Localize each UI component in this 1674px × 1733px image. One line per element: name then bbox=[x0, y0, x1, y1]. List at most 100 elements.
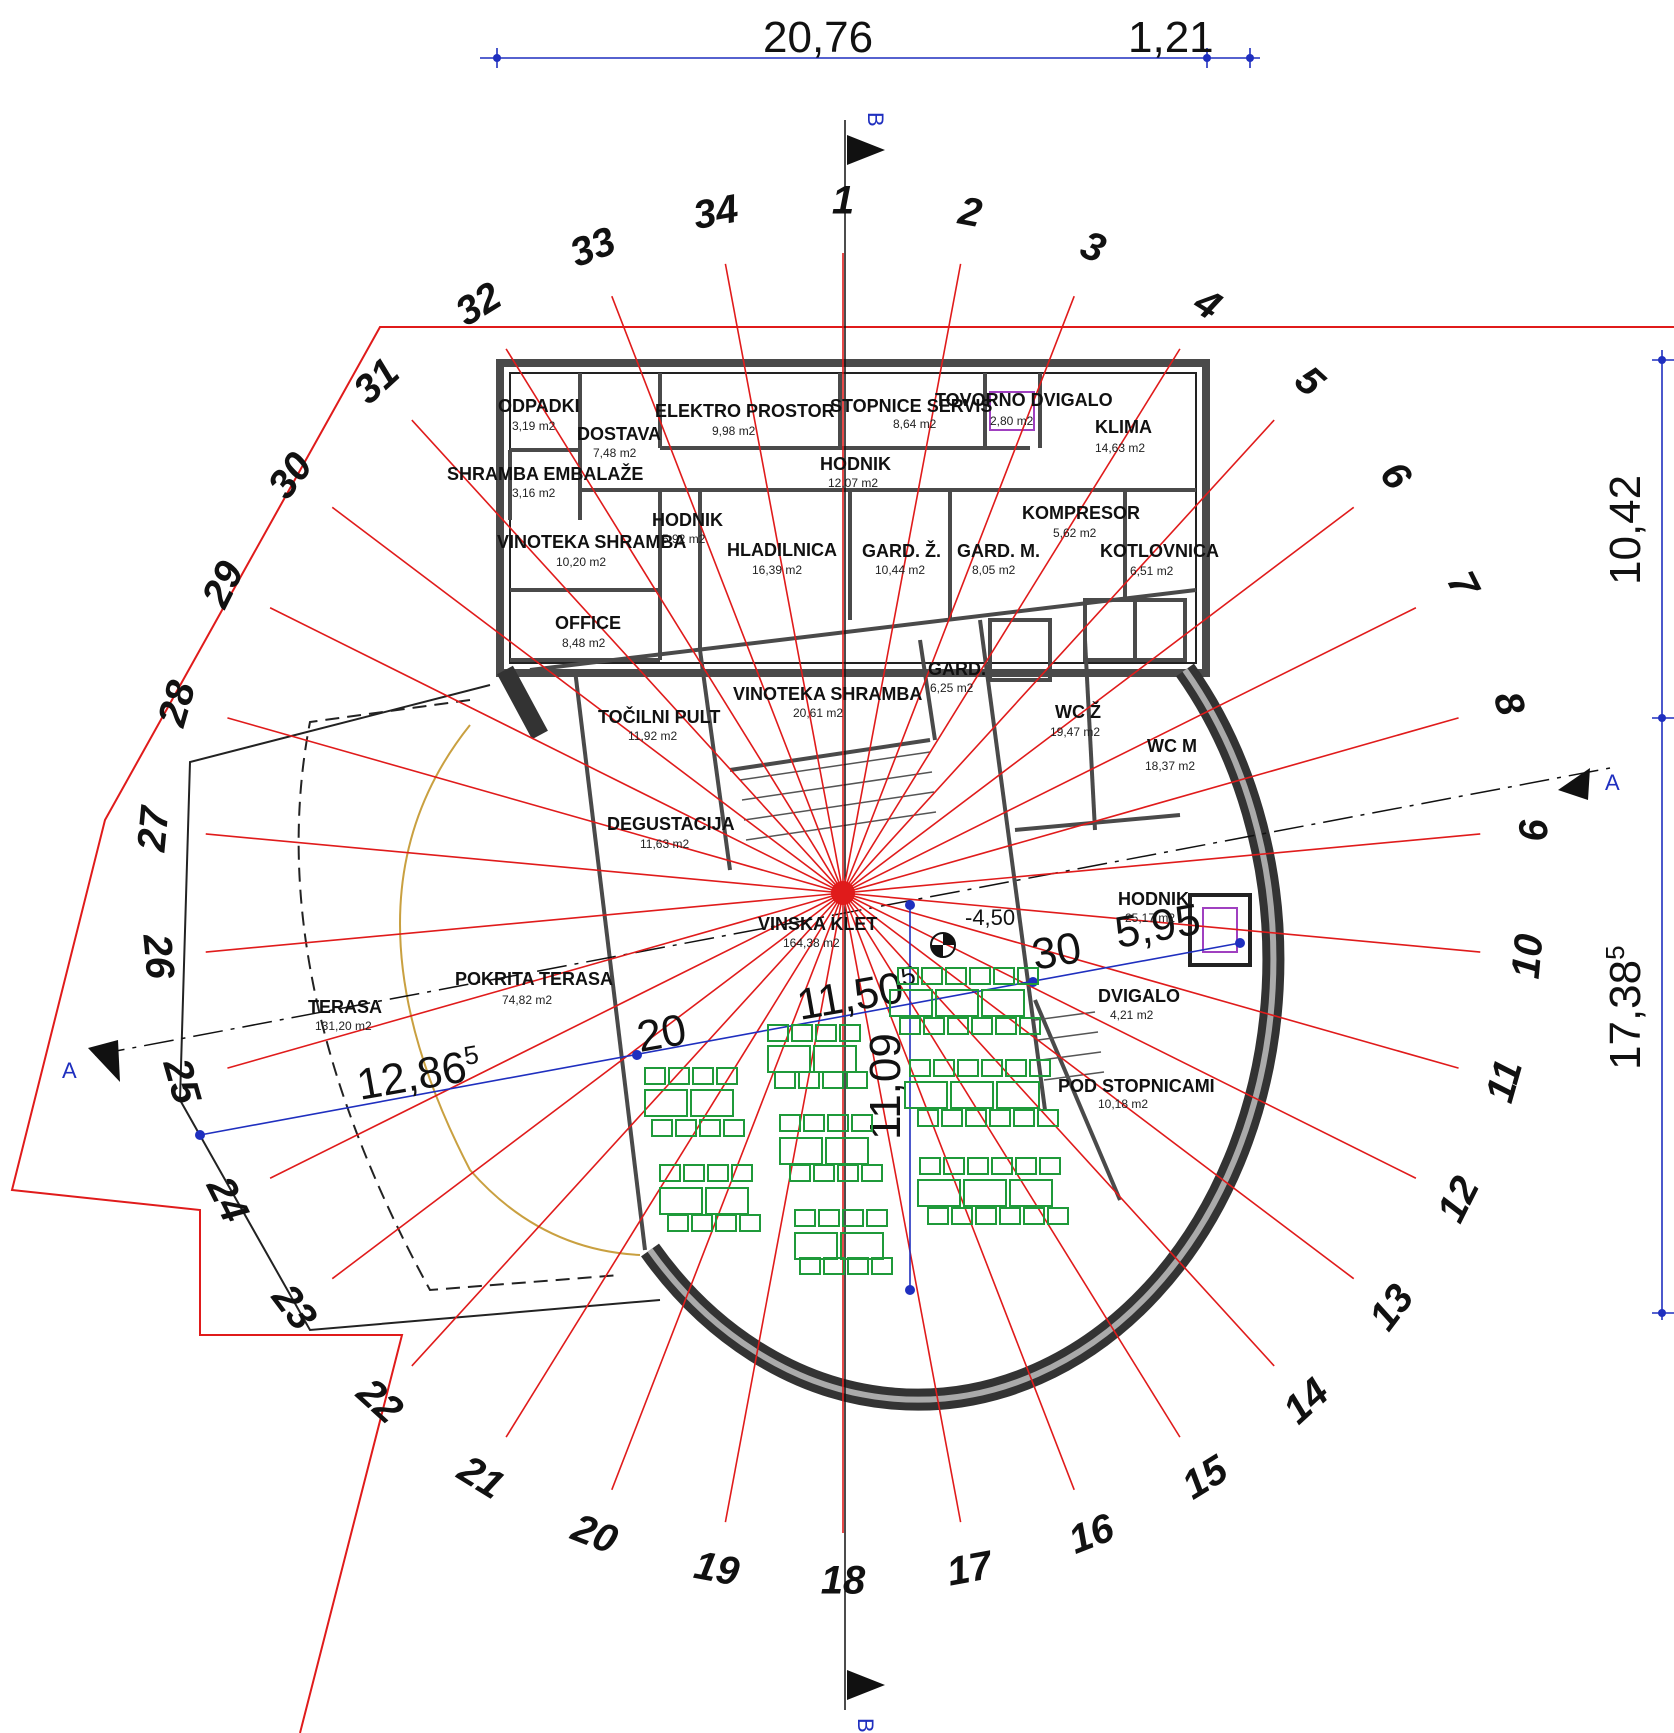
radial-axis-number: 10 bbox=[1504, 932, 1552, 980]
table bbox=[935, 989, 979, 1017]
table bbox=[1009, 1179, 1053, 1207]
room-name: VINOTEKA SHRAMBA bbox=[733, 684, 922, 704]
radial-axis-line bbox=[724, 263, 844, 894]
table bbox=[1039, 1157, 1061, 1175]
section-arrow-a-right bbox=[1558, 768, 1590, 800]
dim-vertical-mid: 11,09 bbox=[861, 1033, 910, 1140]
room-name: KOTLOVNICA bbox=[1100, 541, 1219, 561]
table bbox=[823, 1257, 845, 1275]
table bbox=[799, 1257, 821, 1275]
radial-axis-number: 13 bbox=[1361, 1276, 1423, 1338]
table bbox=[945, 967, 967, 985]
radial-center bbox=[831, 881, 855, 905]
room-name: GARD. bbox=[928, 659, 986, 679]
room-area: 4,21 m2 bbox=[1110, 1008, 1154, 1022]
radial-axis-number: 9 bbox=[1510, 816, 1556, 843]
level-mark: -4,50 bbox=[965, 905, 1015, 930]
room-name: SHRAMBA EMBALAŽE bbox=[447, 463, 643, 484]
room-area: 5,62 m2 bbox=[1053, 526, 1097, 540]
radial-axis-line bbox=[842, 892, 1459, 1069]
table bbox=[923, 1017, 945, 1035]
room-name: GARD. M. bbox=[957, 541, 1040, 561]
room-name: GARD. Ž. bbox=[862, 540, 941, 561]
radial-axis-line bbox=[227, 717, 844, 894]
table bbox=[667, 1214, 689, 1232]
radial-axis-line bbox=[411, 892, 844, 1367]
service-lift-car bbox=[989, 391, 1035, 431]
right-dimension bbox=[1652, 350, 1674, 1320]
pergola-arc bbox=[399, 724, 641, 1256]
room-area: 11,63 m2 bbox=[640, 837, 689, 851]
table bbox=[861, 1164, 883, 1182]
room-name: TOČILNI PULT bbox=[598, 706, 720, 727]
table bbox=[909, 1059, 931, 1077]
room-name: POKRITA TERASA bbox=[455, 969, 613, 989]
radial-axis-number: 1 bbox=[832, 179, 854, 223]
table bbox=[969, 967, 991, 985]
section-letter-a-left: A bbox=[62, 1058, 77, 1083]
table bbox=[866, 1209, 888, 1227]
table bbox=[815, 1024, 837, 1042]
table bbox=[803, 1114, 825, 1132]
table bbox=[798, 1071, 820, 1089]
radial-axis-line bbox=[269, 607, 844, 894]
top-dimension bbox=[480, 48, 1260, 68]
table bbox=[981, 1059, 1003, 1077]
radial-axis-line bbox=[227, 892, 844, 1069]
room-area: 164,38 m2 bbox=[783, 936, 840, 950]
table bbox=[941, 1109, 963, 1127]
section-arrow-b-top bbox=[847, 135, 885, 165]
room-name: HLADILNICA bbox=[727, 540, 837, 560]
room-name: TOVORNO DVIGALO bbox=[935, 390, 1113, 410]
table bbox=[995, 1017, 1017, 1035]
radial-axis-number: 19 bbox=[691, 1543, 744, 1595]
diag-dimension bbox=[195, 900, 1245, 1295]
table bbox=[1029, 1059, 1051, 1077]
table bbox=[839, 1024, 861, 1042]
building-outer-wall bbox=[496, 359, 1210, 677]
room-area: 2,80 m2 bbox=[990, 414, 1034, 428]
table bbox=[651, 1119, 673, 1137]
room-area: 9,98 m2 bbox=[712, 424, 756, 438]
covered-terrace-outline bbox=[297, 699, 621, 1292]
table bbox=[813, 1164, 835, 1182]
radial-axis-number: 29 bbox=[193, 554, 253, 615]
dim-diag-mid: 11,505 bbox=[793, 960, 921, 1030]
table bbox=[791, 1024, 813, 1042]
radial-axis-line bbox=[842, 892, 1481, 953]
table bbox=[774, 1071, 796, 1089]
table bbox=[965, 1109, 987, 1127]
table bbox=[899, 1017, 921, 1035]
radial-axis-number: 34 bbox=[690, 187, 742, 238]
table bbox=[723, 1119, 745, 1137]
left-wall-stub bbox=[497, 665, 548, 740]
section-letter-b-top: B bbox=[863, 112, 888, 127]
table bbox=[1047, 1207, 1069, 1225]
room-name: WC Ž bbox=[1055, 701, 1101, 722]
room-name: DOSTAVA bbox=[577, 424, 661, 444]
radial-axis-number: 16 bbox=[1063, 1505, 1121, 1562]
radial-axis-number: 4 bbox=[1186, 279, 1229, 329]
radial-axis-number: 18 bbox=[821, 1559, 866, 1603]
room-area: 11,92 m2 bbox=[628, 729, 677, 743]
radial-axis-number: 20 bbox=[565, 1505, 623, 1562]
table bbox=[991, 1157, 1013, 1175]
radial-axis-line bbox=[269, 892, 844, 1179]
room-name: DVIGALO bbox=[1098, 986, 1180, 1006]
table bbox=[917, 1109, 939, 1127]
table bbox=[827, 1114, 849, 1132]
room-area: 8,64 m2 bbox=[893, 417, 937, 431]
radial-axis-number: 8 bbox=[1485, 687, 1534, 721]
section-arrow-a-left bbox=[88, 1040, 120, 1082]
radial-axis-line bbox=[842, 892, 1275, 1367]
table bbox=[644, 1089, 688, 1117]
table bbox=[690, 1089, 734, 1117]
table bbox=[715, 1214, 737, 1232]
table bbox=[989, 1109, 1011, 1127]
room-area: 19,47 m2 bbox=[1050, 725, 1100, 739]
room-area: 8,48 m2 bbox=[562, 636, 606, 650]
dim-top-small: 1,21 bbox=[1128, 13, 1214, 62]
property-boundary bbox=[10, 326, 1674, 1733]
radial-axis-line bbox=[842, 295, 1075, 894]
room-area: 5,92 m2 bbox=[662, 532, 706, 546]
